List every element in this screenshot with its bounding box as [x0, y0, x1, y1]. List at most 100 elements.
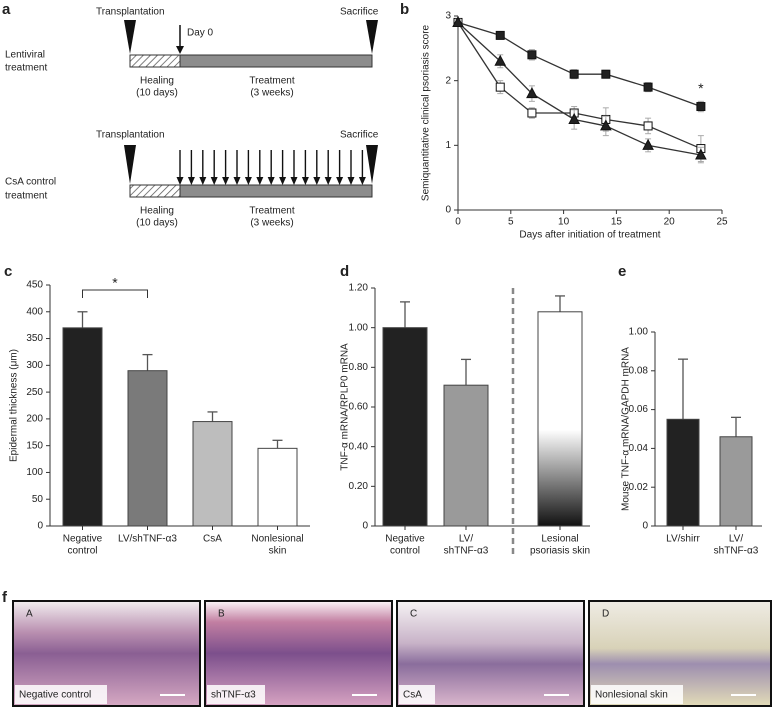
x-tick-label: skin — [269, 546, 287, 557]
healing-label: (10 days) — [136, 88, 178, 99]
x-tick-label: 10 — [558, 217, 570, 228]
image-letter: D — [602, 609, 609, 620]
x-tick-label: 20 — [664, 217, 676, 228]
marker — [568, 112, 580, 124]
row-label: CsA control — [5, 177, 56, 188]
y-tick-label: 2 — [445, 75, 451, 86]
bar — [382, 327, 428, 527]
marker — [695, 148, 707, 160]
marker — [696, 102, 706, 112]
panel-label: e — [618, 263, 626, 280]
panel-label: d — [340, 263, 349, 280]
end-label: Sacrifice — [340, 130, 379, 141]
treatment-label: Treatment — [249, 76, 294, 87]
y-axis-label: Epidermal thickness (μm) — [9, 349, 20, 462]
panel-label: c — [4, 263, 12, 280]
arrowhead — [244, 177, 252, 185]
x-tick-label: control — [390, 546, 420, 557]
y-tick-label: 0 — [642, 521, 648, 532]
panel-label: a — [2, 1, 11, 18]
marker — [569, 69, 579, 79]
start-triangle — [124, 145, 136, 184]
marker — [643, 121, 653, 131]
y-tick-label: 0.08 — [629, 365, 649, 376]
x-axis-label: Days after initiation of treatment — [519, 230, 660, 241]
healing-label: Healing — [140, 76, 174, 87]
timeline-row: Lentiviral treatment Transplantation Day… — [5, 7, 379, 99]
arrowhead — [176, 46, 184, 54]
bar — [192, 421, 233, 527]
treatment-label: (3 weeks) — [250, 88, 293, 99]
series-line — [457, 21, 702, 108]
arrowhead — [256, 177, 264, 185]
histology-row: A B C D Negative control shTNF-α3 CsA No… — [12, 600, 772, 707]
caption-box — [207, 685, 265, 704]
significance-bracket — [82, 289, 148, 298]
y-tick-label: 0.20 — [349, 481, 369, 492]
marker — [642, 138, 654, 150]
end-triangle — [366, 20, 378, 54]
arrowhead — [176, 177, 184, 185]
y-tick-label: 0.60 — [349, 402, 369, 413]
series-line — [457, 22, 702, 150]
marker — [495, 82, 505, 92]
start-label: Transplantation — [96, 130, 165, 141]
x-tick-label: 25 — [716, 217, 728, 228]
y-tick-label: 300 — [26, 360, 43, 371]
marker — [527, 108, 537, 118]
marker — [495, 30, 505, 40]
y-tick-label: 0.80 — [349, 362, 369, 373]
x-tick-label: control — [67, 546, 97, 557]
y-tick-label: 450 — [26, 280, 43, 291]
image-caption: Negative control — [19, 690, 91, 701]
y-axis-label: Semiquantitative clinical psoriasis scor… — [421, 24, 432, 201]
bar — [537, 311, 583, 527]
marker — [494, 54, 507, 66]
x-tick-label: LV/ — [729, 534, 743, 545]
arrowhead — [267, 177, 275, 185]
arrowhead — [199, 177, 207, 185]
x-tick-label: shTNF-α3 — [714, 546, 759, 557]
x-tick-label: psoriasis skin — [530, 546, 590, 557]
y-tick-label: 0.40 — [349, 441, 369, 452]
y-axis-label: TNF-α mRNA/RPLP0 mRNA — [340, 343, 351, 471]
end-triangle — [366, 145, 378, 184]
arrowhead — [347, 177, 355, 185]
arrowhead — [324, 177, 332, 185]
marker — [643, 82, 653, 92]
bar — [666, 418, 700, 527]
annotation: * — [698, 80, 704, 96]
y-tick-label: 0 — [362, 521, 368, 532]
start-triangle — [124, 20, 136, 54]
y-tick-label: 1 — [445, 140, 451, 151]
healing-bar — [129, 184, 181, 198]
y-axis-label: Mouse TNF-α mRNA/GAPDH mRNA — [621, 347, 632, 511]
treatment-label: Treatment — [249, 206, 294, 217]
image-letter: B — [218, 609, 225, 620]
y-tick-label: 0.06 — [629, 404, 649, 415]
start-label: Transplantation — [96, 7, 165, 18]
healing-label: (10 days) — [136, 218, 178, 229]
bar — [127, 370, 168, 527]
image-letter: C — [410, 609, 417, 620]
bar — [719, 436, 753, 527]
arrowhead — [222, 177, 230, 185]
bar — [62, 327, 103, 527]
series-line — [457, 21, 701, 156]
timeline-row: CsA control treatment Transplantation Sa… — [5, 130, 379, 229]
x-tick-label: 0 — [455, 217, 461, 228]
y-tick-label: 250 — [26, 387, 43, 398]
treatment-bar — [179, 184, 373, 198]
x-tick-label: Lesional — [541, 534, 578, 545]
arrowhead — [290, 177, 298, 185]
y-tick-label: 100 — [26, 467, 43, 478]
y-tick-label: 350 — [26, 333, 43, 344]
x-tick-label: 15 — [611, 217, 623, 228]
arrowhead — [187, 177, 195, 185]
y-tick-label: 150 — [26, 440, 43, 451]
arrowhead — [313, 177, 321, 185]
image-caption: shTNF-α3 — [211, 690, 256, 701]
end-label: Sacrifice — [340, 7, 379, 18]
arrowhead — [279, 177, 287, 185]
